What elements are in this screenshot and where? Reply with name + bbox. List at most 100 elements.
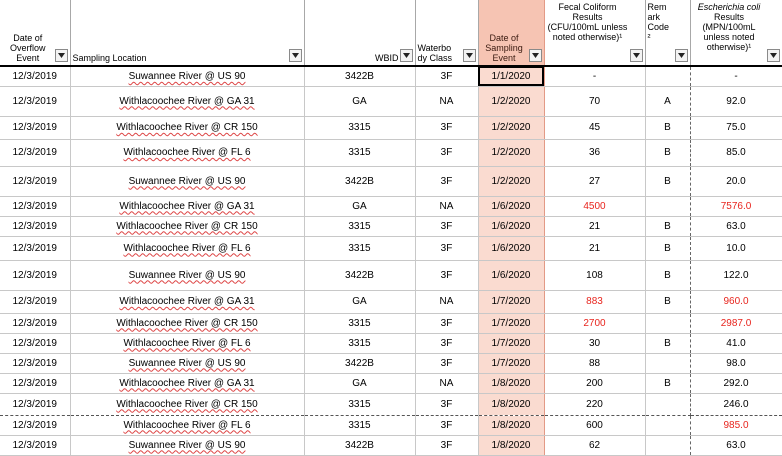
cell-ecoli[interactable]: 122.0 [690,260,782,291]
cell-ecoli[interactable]: - [690,66,782,87]
cell-remark-code[interactable] [645,196,691,217]
cell-sampling-location[interactable]: Withlacoochee River @ CR 150 [70,313,305,334]
cell-date-overflow[interactable]: 12/3/2019 [0,435,71,456]
cell-ecoli[interactable]: 985.0 [690,415,782,436]
cell-ecoli[interactable]: 960.0 [690,290,782,314]
cell-waterbody-class[interactable]: 3F [415,353,479,374]
cell-remark-code[interactable] [645,353,691,374]
cell-fecal-coliform[interactable]: 220 [544,393,646,416]
cell-date-overflow[interactable]: 12/3/2019 [0,373,71,394]
cell-date-overflow[interactable]: 12/3/2019 [0,260,71,291]
cell-waterbody-class[interactable]: 3F [415,66,479,87]
cell-waterbody-class[interactable]: 3F [415,415,479,436]
filter-dropdown-icon[interactable] [288,49,302,62]
cell-fecal-coliform[interactable]: 21 [544,236,646,261]
cell-sampling-location[interactable]: Suwannee River @ US 90 [70,66,305,87]
cell-sampling-location[interactable]: Withlacoochee River @ GA 31 [70,290,305,314]
cell-fecal-coliform[interactable]: 45 [544,116,646,140]
cell-waterbody-class[interactable]: NA [415,86,479,117]
cell-ecoli[interactable]: 20.0 [690,166,782,197]
cell-remark-code[interactable]: B [645,236,691,261]
cell-remark-code[interactable] [645,415,691,436]
cell-ecoli[interactable]: 2987.0 [690,313,782,334]
cell-date-sampling[interactable]: 1/8/2020 [477,393,545,416]
cell-fecal-coliform[interactable]: 200 [544,373,646,394]
cell-remark-code[interactable] [645,313,691,334]
cell-date-sampling[interactable]: 1/7/2020 [477,290,545,314]
cell-fecal-coliform[interactable]: 883 [544,290,646,314]
cell-date-overflow[interactable]: 12/3/2019 [0,86,71,117]
cell-fecal-coliform[interactable]: 27 [544,166,646,197]
cell-date-overflow[interactable]: 12/3/2019 [0,166,71,197]
cell-fecal-coliform[interactable]: 4500 [544,196,646,217]
cell-fecal-coliform[interactable]: 2700 [544,313,646,334]
cell-wbid[interactable]: 3422B [304,260,416,291]
cell-sampling-location[interactable]: Withlacoochee River @ GA 31 [70,196,305,217]
cell-waterbody-class[interactable]: 3F [415,333,479,354]
cell-date-sampling[interactable]: 1/6/2020 [477,236,545,261]
cell-fecal-coliform[interactable]: - [544,66,646,87]
cell-date-overflow[interactable]: 12/3/2019 [0,196,71,217]
filter-dropdown-icon[interactable] [629,49,643,62]
cell-wbid[interactable]: 3422B [304,166,416,197]
cell-date-sampling[interactable]: 1/7/2020 [477,353,545,374]
cell-remark-code[interactable]: B [645,333,691,354]
cell-ecoli[interactable]: 41.0 [690,333,782,354]
cell-fecal-coliform[interactable]: 36 [544,139,646,167]
cell-sampling-location[interactable]: Withlacoochee River @ GA 31 [70,86,305,117]
cell-wbid[interactable]: GA [304,196,416,217]
cell-date-overflow[interactable]: 12/3/2019 [0,353,71,374]
cell-waterbody-class[interactable]: 3F [415,435,479,456]
filter-dropdown-icon[interactable] [674,49,688,62]
cell-date-sampling[interactable]: 1/2/2020 [477,139,545,167]
cell-remark-code[interactable] [645,393,691,416]
cell-remark-code[interactable]: B [645,116,691,140]
cell-sampling-location[interactable]: Withlacoochee River @ FL 6 [70,415,305,436]
cell-remark-code[interactable]: B [645,290,691,314]
cell-sampling-location[interactable]: Suwannee River @ US 90 [70,166,305,197]
filter-dropdown-icon[interactable] [399,49,413,62]
cell-sampling-location[interactable]: Withlacoochee River @ FL 6 [70,139,305,167]
cell-remark-code[interactable]: B [645,260,691,291]
cell-sampling-location[interactable]: Withlacoochee River @ CR 150 [70,393,305,416]
cell-date-sampling[interactable]: 1/1/2020 [477,66,545,87]
cell-wbid[interactable]: GA [304,86,416,117]
cell-remark-code[interactable] [645,66,691,87]
cell-date-sampling[interactable]: 1/6/2020 [477,196,545,217]
cell-wbid[interactable]: 3315 [304,393,416,416]
cell-sampling-location[interactable]: Suwannee River @ US 90 [70,353,305,374]
cell-date-sampling[interactable]: 1/7/2020 [477,313,545,334]
cell-waterbody-class[interactable]: 3F [415,236,479,261]
cell-ecoli[interactable]: 246.0 [690,393,782,416]
cell-sampling-location[interactable]: Withlacoochee River @ CR 150 [70,216,305,237]
cell-date-overflow[interactable]: 12/3/2019 [0,236,71,261]
cell-sampling-location[interactable]: Withlacoochee River @ CR 150 [70,116,305,140]
cell-remark-code[interactable]: B [645,166,691,197]
cell-remark-code[interactable]: B [645,216,691,237]
cell-date-sampling[interactable]: 1/8/2020 [477,435,545,456]
cell-date-overflow[interactable]: 12/3/2019 [0,216,71,237]
cell-sampling-location[interactable]: Withlacoochee River @ FL 6 [70,333,305,354]
cell-date-overflow[interactable]: 12/3/2019 [0,415,71,436]
cell-remark-code[interactable] [645,435,691,456]
filter-dropdown-icon[interactable] [766,49,780,62]
cell-date-sampling[interactable]: 1/2/2020 [477,166,545,197]
filter-dropdown-icon[interactable] [528,49,542,62]
cell-ecoli[interactable]: 10.0 [690,236,782,261]
cell-wbid[interactable]: GA [304,290,416,314]
cell-waterbody-class[interactable]: NA [415,196,479,217]
cell-date-sampling[interactable]: 1/2/2020 [477,86,545,117]
cell-ecoli[interactable]: 98.0 [690,353,782,374]
cell-waterbody-class[interactable]: 3F [415,260,479,291]
cell-waterbody-class[interactable]: 3F [415,393,479,416]
cell-date-overflow[interactable]: 12/3/2019 [0,333,71,354]
filter-dropdown-icon[interactable] [462,49,476,62]
cell-remark-code[interactable]: A [645,86,691,117]
cell-sampling-location[interactable]: Suwannee River @ US 90 [70,260,305,291]
cell-date-overflow[interactable]: 12/3/2019 [0,66,71,87]
cell-wbid[interactable]: GA [304,373,416,394]
cell-fecal-coliform[interactable]: 88 [544,353,646,374]
cell-wbid[interactable]: 3422B [304,435,416,456]
cell-ecoli[interactable]: 63.0 [690,216,782,237]
cell-ecoli[interactable]: 92.0 [690,86,782,117]
